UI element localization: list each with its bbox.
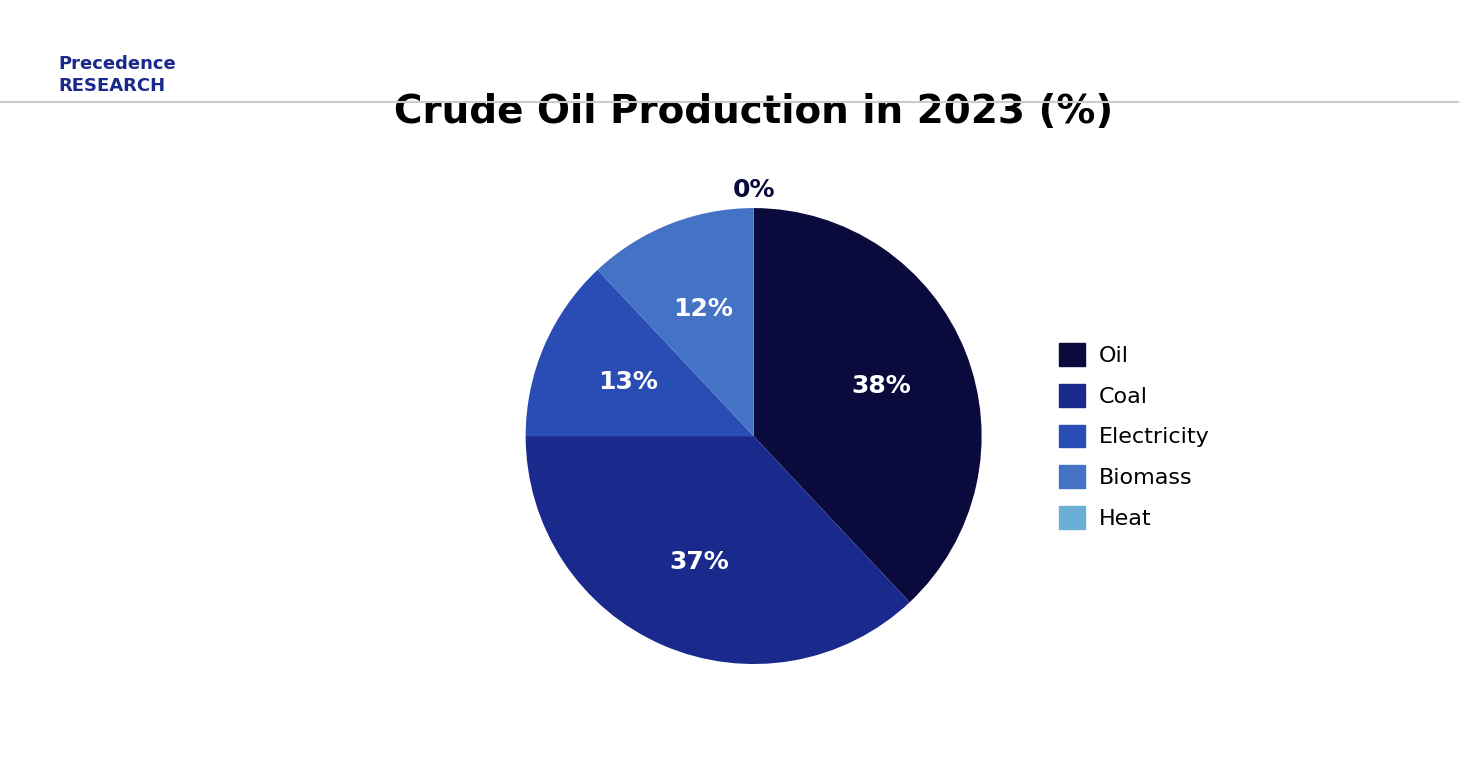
Wedge shape bbox=[598, 208, 754, 436]
Text: 0%: 0% bbox=[732, 178, 775, 202]
Wedge shape bbox=[525, 270, 754, 436]
Title: Crude Oil Production in 2023 (%): Crude Oil Production in 2023 (%) bbox=[394, 93, 1113, 132]
Legend: Oil, Coal, Electricity, Biomass, Heat: Oil, Coal, Electricity, Biomass, Heat bbox=[1049, 334, 1218, 538]
Text: Precedence
RESEARCH: Precedence RESEARCH bbox=[58, 55, 177, 95]
Text: 13%: 13% bbox=[598, 370, 658, 394]
Text: 37%: 37% bbox=[670, 550, 730, 574]
Wedge shape bbox=[754, 208, 982, 602]
Text: 38%: 38% bbox=[851, 373, 910, 398]
Text: 12%: 12% bbox=[674, 297, 734, 321]
Wedge shape bbox=[525, 436, 910, 664]
